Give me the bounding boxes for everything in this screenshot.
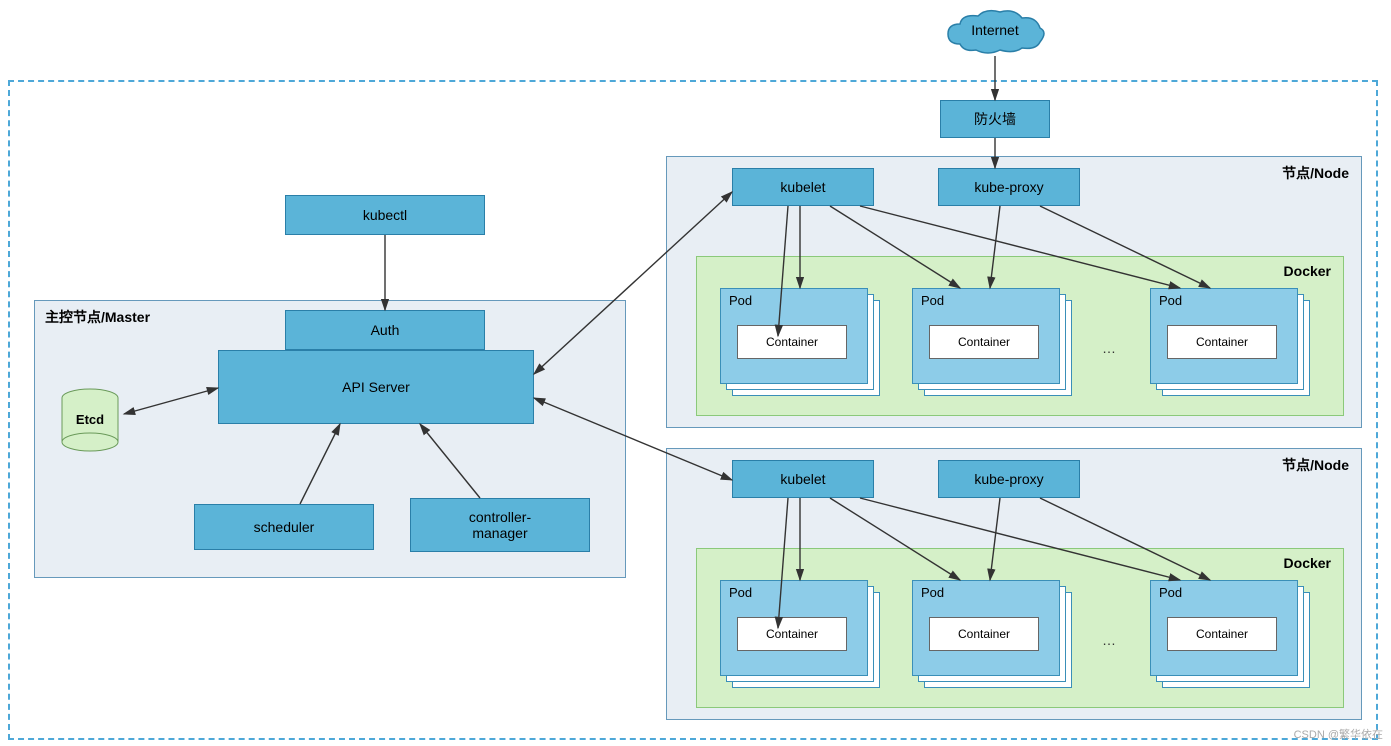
node1-pod1-container-label: Container — [766, 335, 818, 349]
etcd-label: Etcd — [58, 412, 122, 427]
node2-title: 节点/Node — [1282, 455, 1349, 475]
firewall-label: 防火墙 — [974, 109, 1016, 129]
node2-pod2-container-label: Container — [958, 627, 1010, 641]
watermark: CSDN @繁华依在 — [1294, 726, 1383, 742]
node2-pod1-label: Pod — [729, 585, 752, 600]
auth-label: Auth — [371, 322, 400, 338]
controller-label: controller- manager — [469, 509, 531, 541]
node2-kubelet: kubelet — [732, 460, 874, 498]
node1-title: 节点/Node — [1282, 163, 1349, 183]
node1-pod2-container-label: Container — [958, 335, 1010, 349]
node1-pod1-label: Pod — [729, 293, 752, 308]
node1-pod1: Pod Container — [720, 288, 868, 384]
node2-pod2-container: Container — [929, 617, 1039, 651]
node2-pod1-container: Container — [737, 617, 847, 651]
etcd-cylinder: Etcd — [58, 388, 122, 452]
node1-pod3-label: Pod — [1159, 293, 1182, 308]
node2-kubelet-label: kubelet — [780, 471, 825, 487]
node1-pod2-label: Pod — [921, 293, 944, 308]
node1-pod2: Pod Container — [912, 288, 1060, 384]
master-title: 主控节点/Master — [45, 307, 150, 327]
node1-kubelet-label: kubelet — [780, 179, 825, 195]
node2-ellipsis: … — [1102, 632, 1116, 648]
node1-pod3-container: Container — [1167, 325, 1277, 359]
auth-box: Auth — [285, 310, 485, 350]
scheduler-label: scheduler — [254, 519, 315, 535]
node2-pod3-container: Container — [1167, 617, 1277, 651]
node2-pod3: Pod Container — [1150, 580, 1298, 676]
api-server-box: API Server — [218, 350, 534, 424]
node2-pod2-label: Pod — [921, 585, 944, 600]
kubectl-box: kubectl — [285, 195, 485, 235]
node1-ellipsis: … — [1102, 340, 1116, 356]
node1-kubelet: kubelet — [732, 168, 874, 206]
node2-pod3-container-label: Container — [1196, 627, 1248, 641]
node2-pod1-container-label: Container — [766, 627, 818, 641]
node1-docker-title: Docker — [1284, 263, 1331, 279]
node2-kubeproxy-label: kube-proxy — [974, 471, 1043, 487]
controller-box: controller- manager — [410, 498, 590, 552]
node2-pod2: Pod Container — [912, 580, 1060, 676]
node1-pod3: Pod Container — [1150, 288, 1298, 384]
node2-pod1: Pod Container — [720, 580, 868, 676]
node1-pod1-container: Container — [737, 325, 847, 359]
api-server-label: API Server — [342, 379, 410, 395]
node1-pod3-container-label: Container — [1196, 335, 1248, 349]
kubectl-label: kubectl — [363, 207, 407, 223]
internet-cloud: Internet — [940, 8, 1050, 56]
internet-label: Internet — [940, 22, 1050, 38]
node1-kubeproxy-label: kube-proxy — [974, 179, 1043, 195]
node2-pod3-label: Pod — [1159, 585, 1182, 600]
k8s-architecture-diagram: Internet 防火墙 kubectl 主控节点/Master Auth AP… — [0, 0, 1391, 746]
scheduler-box: scheduler — [194, 504, 374, 550]
firewall-box: 防火墙 — [940, 100, 1050, 138]
node1-kubeproxy: kube-proxy — [938, 168, 1080, 206]
node2-docker-title: Docker — [1284, 555, 1331, 571]
node1-pod2-container: Container — [929, 325, 1039, 359]
node2-kubeproxy: kube-proxy — [938, 460, 1080, 498]
